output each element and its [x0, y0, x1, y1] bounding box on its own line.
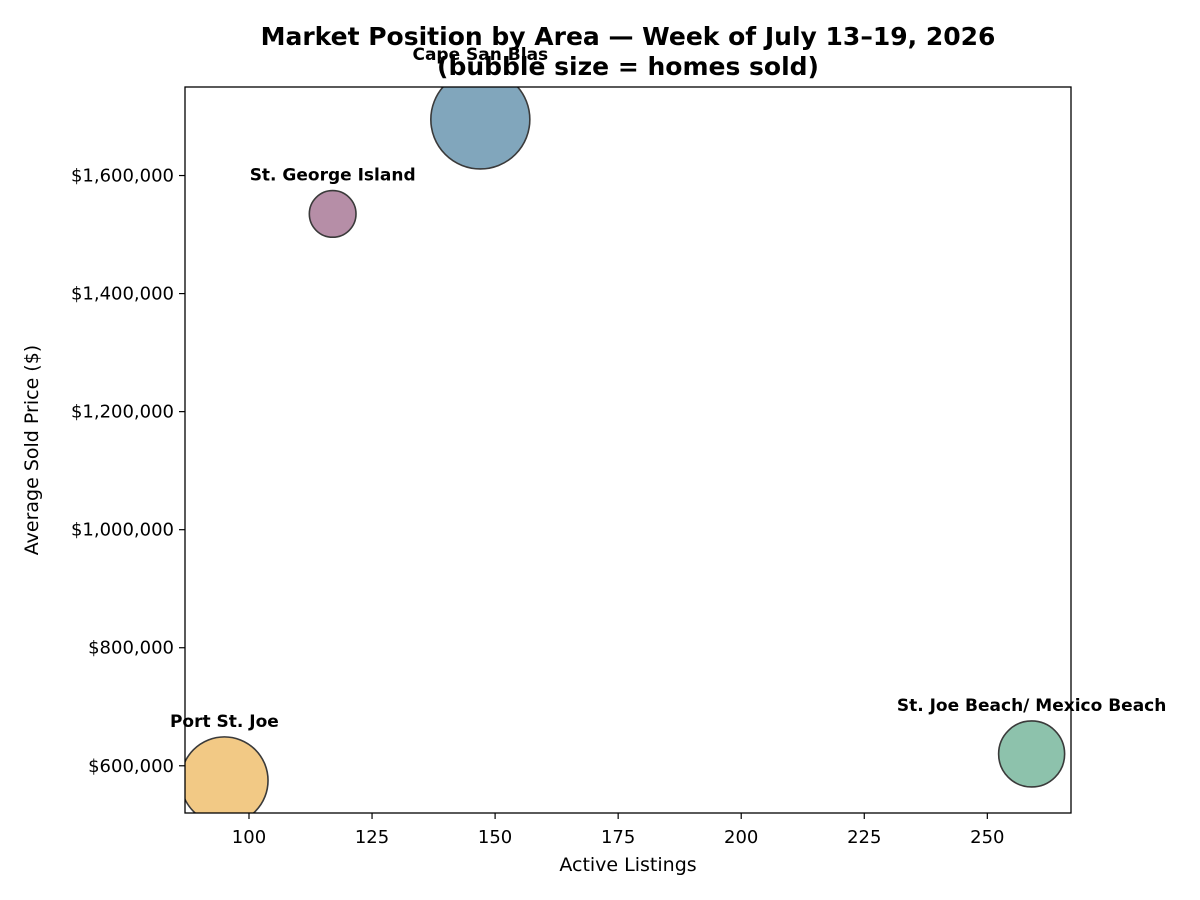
x-tick-label: 150	[478, 827, 512, 848]
bubble-point	[430, 87, 531, 170]
bubble-labels-layer: Cape San Blas St. George Island St. Joe Be…	[170, 45, 1166, 732]
y-tick-label: $1,000,000	[71, 520, 174, 541]
y-tick-label: $600,000	[88, 756, 174, 777]
bubble-point	[185, 736, 269, 813]
x-tick-label: 125	[355, 827, 389, 848]
chart-title-line2: (bubble size = homes sold)	[437, 52, 819, 81]
y-tick-label: $800,000	[88, 638, 174, 659]
x-axis-ticks: 100 125 150 175 200 225 250	[232, 813, 1005, 848]
x-tick-label: 175	[601, 827, 635, 848]
x-tick-label: 200	[724, 827, 758, 848]
y-axis-label: Average Sold Price ($)	[21, 345, 43, 555]
bubble-label: St. George Island	[250, 166, 416, 186]
bubble-label: Cape San Blas	[412, 45, 548, 65]
bubble-label: Port St. Joe	[170, 712, 279, 732]
chart-title-line1: Market Position by Area — Week of July 1…	[261, 22, 996, 51]
bubbles-layer	[185, 87, 1066, 813]
y-tick-label: $1,400,000	[71, 284, 174, 305]
y-tick-label: $1,200,000	[71, 402, 174, 423]
x-tick-label: 250	[970, 827, 1004, 848]
bubble-label: St. Joe Beach/ Mexico Beach	[897, 696, 1167, 716]
plot-frame	[184, 86, 1072, 814]
y-axis-ticks: $600,000 $800,000 $1,000,000 $1,200,000 $1,4…	[71, 166, 185, 777]
x-tick-label: 225	[847, 827, 881, 848]
x-tick-label: 100	[232, 827, 266, 848]
y-tick-label: $1,600,000	[71, 166, 174, 187]
bubble-point	[308, 189, 357, 239]
bubble-point	[997, 720, 1066, 788]
x-axis-label: Active Listings	[559, 854, 696, 876]
